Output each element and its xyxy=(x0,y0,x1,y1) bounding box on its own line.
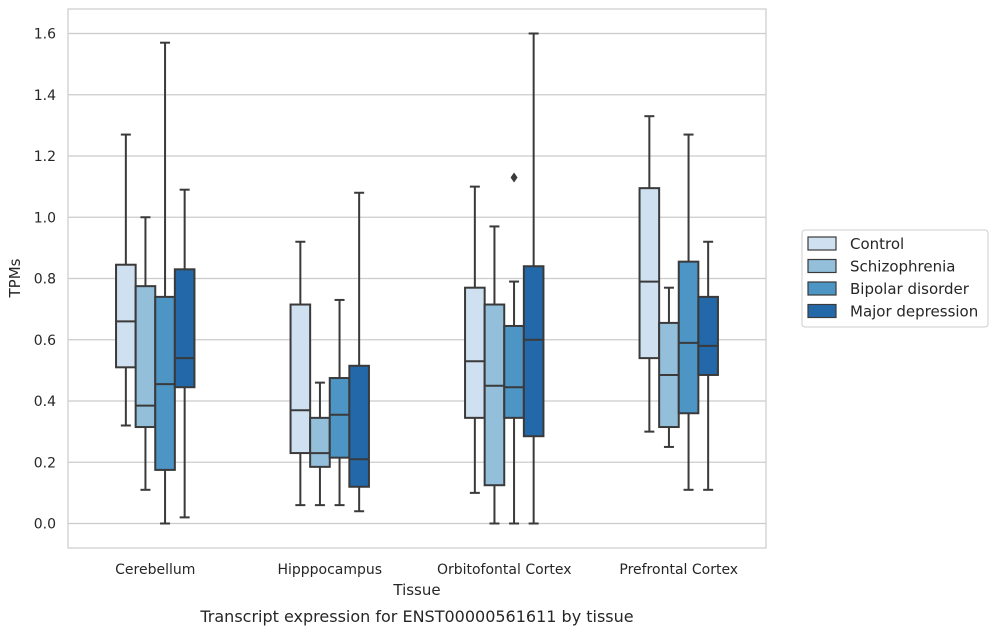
x-tick-label: Cerebellum xyxy=(115,562,195,578)
box-major-depression xyxy=(173,188,196,519)
box-iqr xyxy=(173,268,196,389)
box-schizophrenia xyxy=(658,286,680,448)
legend-swatch xyxy=(807,258,837,274)
legend-swatch xyxy=(807,236,837,251)
box-iqr xyxy=(289,303,312,455)
box-bipolar-disorder xyxy=(503,172,525,525)
y-tick-label: 0.6 xyxy=(34,333,56,349)
chart-caption: Transcript expression for ENST0000056161… xyxy=(199,607,633,626)
box-bipolar-disorder xyxy=(328,298,351,507)
legend-swatch xyxy=(807,281,837,296)
y-tick-label: 1.0 xyxy=(34,210,56,226)
y-tick-label: 0.0 xyxy=(34,517,56,533)
box-iqr xyxy=(677,260,700,415)
y-axis-label: TPMs xyxy=(6,258,24,298)
legend-swatch xyxy=(807,303,837,319)
box-major-depression xyxy=(348,191,370,513)
box-bipolar-disorder xyxy=(154,41,176,525)
box-schizophrenia xyxy=(483,225,506,525)
x-tick-label: Prefrontal Cortex xyxy=(619,562,738,578)
legend-label: Schizophrenia xyxy=(850,258,955,276)
box-major-depression xyxy=(697,240,719,491)
box-schizophrenia xyxy=(134,216,157,491)
x-axis-label: Tissue xyxy=(392,581,440,599)
legend: Control Schizophrenia Bipolar disorder Majo… xyxy=(801,229,989,328)
y-tick-label: 1.2 xyxy=(34,149,56,165)
legend-frame xyxy=(801,229,989,328)
box-major-depression xyxy=(522,32,545,525)
y-tick-label: 0.2 xyxy=(34,455,56,471)
y-tick-label: 0.8 xyxy=(34,272,56,288)
y-tick-label: 1.4 xyxy=(34,88,56,104)
box-iqr xyxy=(464,286,486,419)
box-iqr xyxy=(328,377,351,459)
box-series xyxy=(115,32,719,525)
legend-label: Bipolar disorder xyxy=(850,280,970,298)
box-control xyxy=(289,240,312,507)
y-tick-label: 0.4 xyxy=(34,394,56,410)
box-iqr xyxy=(697,295,719,376)
box-iqr xyxy=(348,364,370,488)
x-axis-ticks: Cerebellum Hipppocampus Orbitofontal Corte… xyxy=(115,562,738,578)
y-tick-label: 1.6 xyxy=(34,27,56,43)
legend-label: Major depression xyxy=(850,303,978,321)
box-iqr xyxy=(115,263,137,369)
legend-label: Control xyxy=(850,235,904,253)
x-tick-label: Hipppocampus xyxy=(277,562,382,578)
box-iqr xyxy=(483,303,506,487)
y-axis-ticks: 0.0 0.2 0.4 0.6 0.8 1.0 1.2 1.4 1.6 xyxy=(34,27,56,533)
box-control xyxy=(115,133,137,427)
box-iqr xyxy=(522,265,545,438)
box-iqr xyxy=(503,324,525,419)
x-tick-label: Orbitofontal Cortex xyxy=(437,562,572,578)
box-control xyxy=(638,115,661,433)
outlier-point xyxy=(510,172,518,183)
box-iqr xyxy=(309,416,331,468)
box-iqr xyxy=(638,187,661,360)
